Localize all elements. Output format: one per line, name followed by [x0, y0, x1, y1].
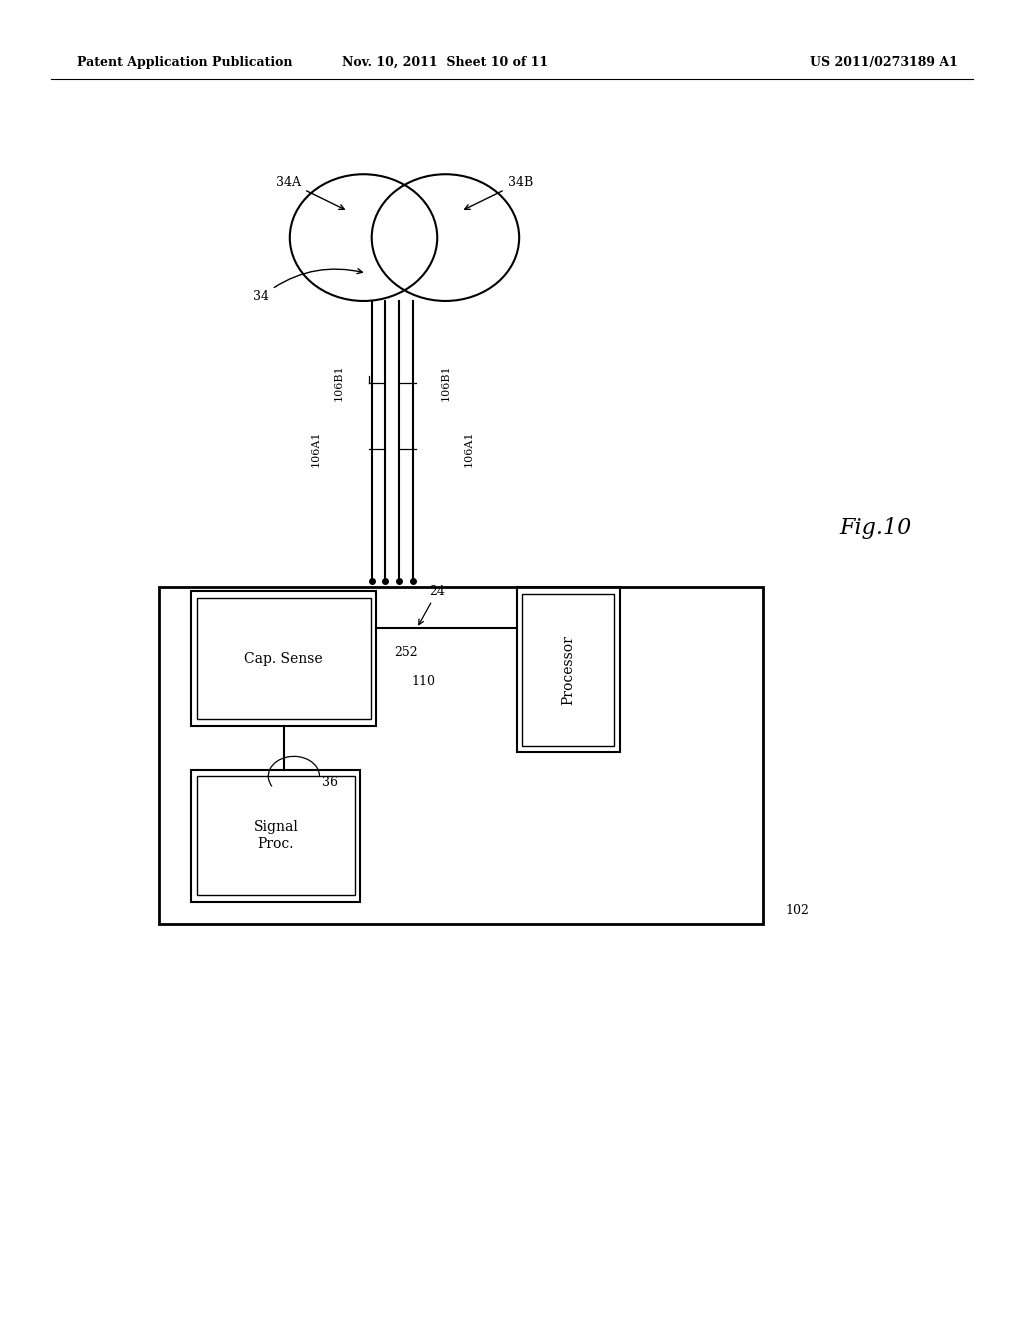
Text: 106B1: 106B1 — [334, 364, 344, 401]
Text: 34B: 34B — [465, 176, 532, 210]
Text: 106A1: 106A1 — [464, 430, 474, 467]
Text: 102: 102 — [785, 904, 809, 917]
Text: Processor: Processor — [561, 635, 575, 705]
Text: 106B1: 106B1 — [440, 364, 451, 401]
Text: Cap. Sense: Cap. Sense — [245, 652, 323, 665]
Text: Signal
Proc.: Signal Proc. — [254, 821, 298, 850]
Text: Patent Application Publication: Patent Application Publication — [77, 55, 292, 69]
Text: US 2011/0273189 A1: US 2011/0273189 A1 — [810, 55, 957, 69]
Bar — [517, 587, 620, 752]
Bar — [159, 587, 763, 924]
Text: 34A: 34A — [276, 176, 344, 210]
Bar — [191, 770, 360, 902]
Bar — [197, 776, 355, 895]
Text: Nov. 10, 2011  Sheet 10 of 11: Nov. 10, 2011 Sheet 10 of 11 — [342, 55, 549, 69]
Text: 252: 252 — [394, 645, 418, 659]
Text: 24: 24 — [419, 585, 445, 624]
Text: Fig.10: Fig.10 — [840, 517, 912, 539]
Text: 110: 110 — [412, 675, 435, 688]
Text: 34: 34 — [253, 269, 362, 304]
Bar — [522, 594, 614, 746]
Text: 106A1: 106A1 — [310, 430, 321, 467]
Bar — [191, 591, 376, 726]
Text: 36: 36 — [322, 776, 338, 789]
Bar — [197, 598, 371, 719]
